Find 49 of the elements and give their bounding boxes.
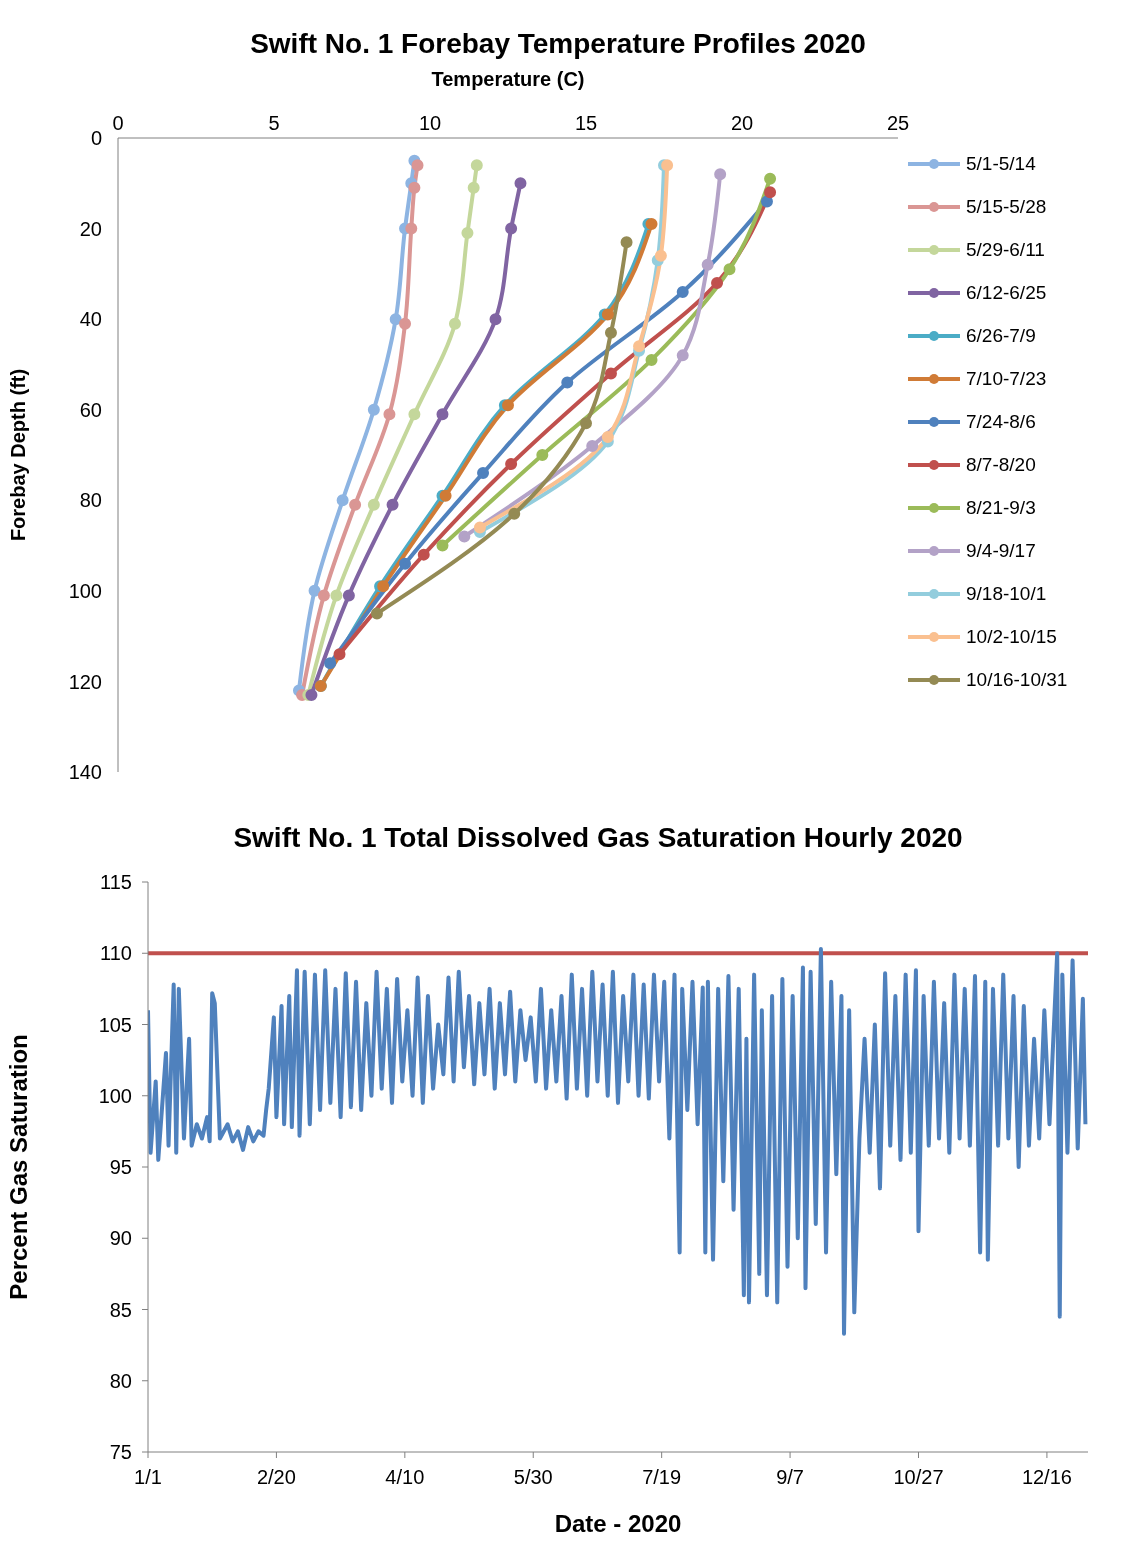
- y-axis-title: Percent Gas Saturation: [4, 1034, 32, 1300]
- legend-label: 5/15-5/28: [966, 196, 1047, 218]
- legend-label: 10/16-10/31: [966, 669, 1068, 691]
- y-tick-label: 110: [100, 942, 132, 965]
- x-tick-label: 15: [574, 112, 598, 134]
- y-tick-label: 20: [79, 217, 102, 240]
- legend-label: 9/4-9/17: [966, 540, 1036, 562]
- x-tick-label: 2/20: [256, 1466, 296, 1489]
- legend-label: 10/2-10/15: [966, 626, 1057, 648]
- y-tick-label: 100: [68, 579, 102, 602]
- y-tick-label: 105: [98, 1013, 132, 1036]
- y-tick-label: 115: [100, 871, 132, 894]
- legend-label: 7/24-8/6: [966, 411, 1036, 433]
- x-tick-label: 25: [886, 112, 910, 134]
- y-tick-label: 95: [109, 1156, 132, 1179]
- y-axis-title: Forebay Depth (ft): [7, 368, 30, 542]
- y-tick-label: 90: [109, 1227, 132, 1250]
- y-tick-label: 80: [109, 1369, 132, 1392]
- legend-label: 8/7-8/20: [966, 454, 1036, 476]
- chart-title: Swift No. 1 Forebay Temperature Profiles 2020: [249, 27, 867, 61]
- legend-label: 9/18-10/1: [966, 583, 1047, 605]
- legend-label: 5/1-5/14: [966, 153, 1036, 175]
- y-tick-label: 80: [79, 489, 102, 512]
- x-tick-label: 7/19: [642, 1466, 682, 1489]
- y-tick-label: 0: [90, 127, 102, 150]
- y-tick-label: 120: [68, 670, 102, 693]
- x-tick-label: 12/16: [1021, 1466, 1072, 1489]
- y-tick-label: 75: [109, 1441, 132, 1464]
- y-tick-label: 85: [109, 1298, 132, 1321]
- y-tick-label: 140: [68, 761, 102, 784]
- x-tick-label: 1/1: [134, 1466, 162, 1489]
- x-tick-label: 5: [268, 112, 280, 134]
- x-axis-title: Temperature (C): [431, 68, 585, 91]
- x-tick-label: 4/10: [385, 1466, 425, 1489]
- legend-label: 6/26-7/9: [966, 325, 1036, 347]
- x-tick-label: 5/30: [513, 1466, 553, 1489]
- y-tick-label: 60: [79, 398, 102, 421]
- x-tick-label: 10/27: [893, 1466, 944, 1489]
- x-tick-label: 10: [418, 112, 442, 134]
- y-tick-label: 40: [79, 308, 102, 331]
- legend-label: 6/12-6/25: [966, 282, 1047, 304]
- legend-label: 8/21-9/3: [966, 497, 1036, 519]
- x-tick-label: 9/7: [776, 1466, 804, 1489]
- legend-label: 7/10-7/23: [966, 368, 1047, 390]
- x-axis-title: Date - 2020: [554, 1510, 682, 1537]
- chart-title: Swift No. 1 Total Dissolved Gas Saturation Hourly 2020: [232, 821, 964, 855]
- y-tick-label: 100: [98, 1084, 132, 1107]
- legend-label: 5/29-6/11: [966, 239, 1045, 261]
- x-tick-label: 20: [730, 112, 754, 134]
